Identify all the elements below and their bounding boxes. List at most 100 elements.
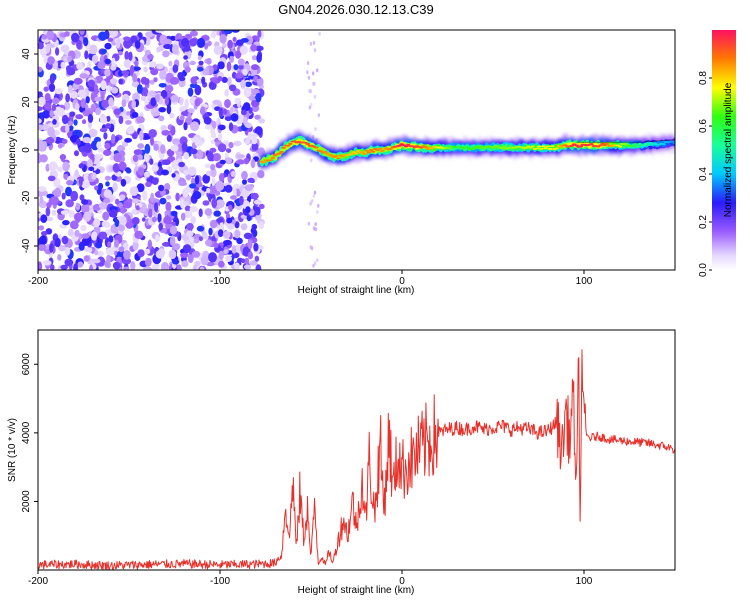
noise-speckle: [82, 136, 92, 144]
noise-speckle: [131, 99, 136, 109]
noise-speckle: [313, 190, 317, 195]
noise-speckle: [39, 196, 44, 204]
noise-speckle: [312, 263, 315, 268]
noise-speckle: [241, 170, 248, 180]
noise-speckle: [183, 55, 189, 60]
noise-speckle: [155, 234, 160, 243]
noise-speckle: [211, 178, 216, 187]
spectrogram-xlabel: Height of straight line (km): [298, 285, 415, 296]
chart-title: GN04.2026.030.12.13.C39: [278, 2, 433, 17]
noise-speckle: [39, 154, 48, 163]
noise-speckle: [124, 50, 129, 61]
colorbar-tick-label: 0.4: [698, 167, 709, 181]
noise-speckle: [208, 252, 217, 263]
noise-speckle: [183, 210, 193, 219]
noise-speckle: [142, 266, 153, 270]
noise-speckle: [161, 124, 167, 131]
noise-speckle: [243, 232, 253, 240]
noise-speckle: [64, 101, 71, 111]
noise-speckle: [114, 219, 120, 227]
noise-speckle: [212, 30, 217, 36]
ridge-cell: [661, 143, 666, 146]
ridge-cell: [371, 150, 376, 153]
noise-speckle: [45, 137, 55, 144]
noise-speckle: [57, 143, 63, 149]
noise-speckle: [226, 61, 232, 72]
noise-speckle: [115, 198, 120, 205]
ridge-cell: [578, 145, 583, 148]
noise-speckle: [103, 132, 108, 140]
noise-speckle: [228, 84, 237, 92]
ridge-cell: [630, 144, 636, 147]
x-tick-label: -100: [210, 276, 230, 287]
noise-speckle: [243, 102, 251, 112]
noise-speckle: [73, 263, 79, 270]
noise-speckle: [237, 58, 245, 66]
noise-speckle: [205, 66, 210, 76]
noise-speckle: [104, 175, 111, 181]
noise-speckle: [184, 205, 191, 212]
noise-speckle: [38, 42, 44, 50]
noise-speckle: [161, 129, 170, 136]
noise-speckle: [228, 141, 234, 149]
noise-speckle: [40, 214, 48, 224]
noise-speckle: [49, 243, 54, 253]
noise-speckle: [257, 30, 262, 38]
noise-speckle: [172, 64, 179, 73]
ridge-cell: [672, 142, 675, 145]
noise-speckle: [181, 142, 188, 152]
noise-speckle: [116, 38, 121, 49]
noise-speckle: [124, 137, 132, 143]
noise-speckle: [105, 123, 112, 129]
noise-speckle: [112, 163, 121, 173]
noise-speckle: [107, 37, 114, 43]
noise-speckle: [189, 30, 198, 37]
noise-speckle: [201, 76, 206, 85]
noise-speckle: [38, 112, 48, 118]
noise-speckle: [206, 57, 212, 65]
noise-speckle: [196, 225, 205, 232]
noise-speckle: [189, 183, 197, 189]
noise-speckle: [77, 261, 84, 268]
noise-speckle: [251, 136, 258, 145]
y-tick-label: 0: [21, 147, 32, 153]
noise-speckle: [228, 122, 234, 132]
noise-speckle: [131, 132, 138, 140]
noise-speckle: [144, 171, 151, 178]
noise-speckle: [38, 66, 43, 73]
noise-speckle: [145, 31, 155, 38]
noise-speckle: [120, 216, 127, 226]
noise-speckle: [88, 128, 98, 138]
noise-speckle: [161, 169, 169, 176]
noise-speckle: [243, 87, 252, 98]
noise-speckle: [148, 129, 157, 138]
noise-speckle: [198, 60, 204, 66]
noise-speckle: [141, 217, 146, 222]
noise-speckle: [151, 216, 157, 223]
noise-speckle: [204, 163, 211, 169]
ridge-cell: [261, 161, 267, 164]
noise-speckle: [212, 153, 221, 162]
noise-speckle: [38, 140, 44, 149]
noise-speckle: [255, 92, 262, 103]
noise-speckle: [160, 144, 166, 154]
noise-speckle: [222, 43, 227, 49]
noise-speckle: [142, 190, 148, 201]
noise-speckle: [239, 195, 244, 206]
noise-speckle: [52, 177, 61, 188]
noise-speckle: [158, 222, 163, 231]
noise-speckle: [150, 192, 155, 203]
noise-speckle: [213, 242, 219, 248]
noise-speckle: [137, 143, 145, 149]
noise-speckle: [244, 264, 252, 270]
noise-speckle: [167, 87, 172, 97]
noise-speckle: [52, 103, 57, 112]
noise-speckle: [99, 116, 108, 124]
noise-speckle: [184, 33, 193, 40]
noise-speckle: [60, 44, 70, 53]
noise-speckle: [204, 124, 213, 130]
noise-speckle: [202, 174, 211, 184]
noise-speckle: [228, 204, 233, 211]
noise-speckle: [162, 50, 170, 58]
noise-speckle: [239, 45, 248, 55]
